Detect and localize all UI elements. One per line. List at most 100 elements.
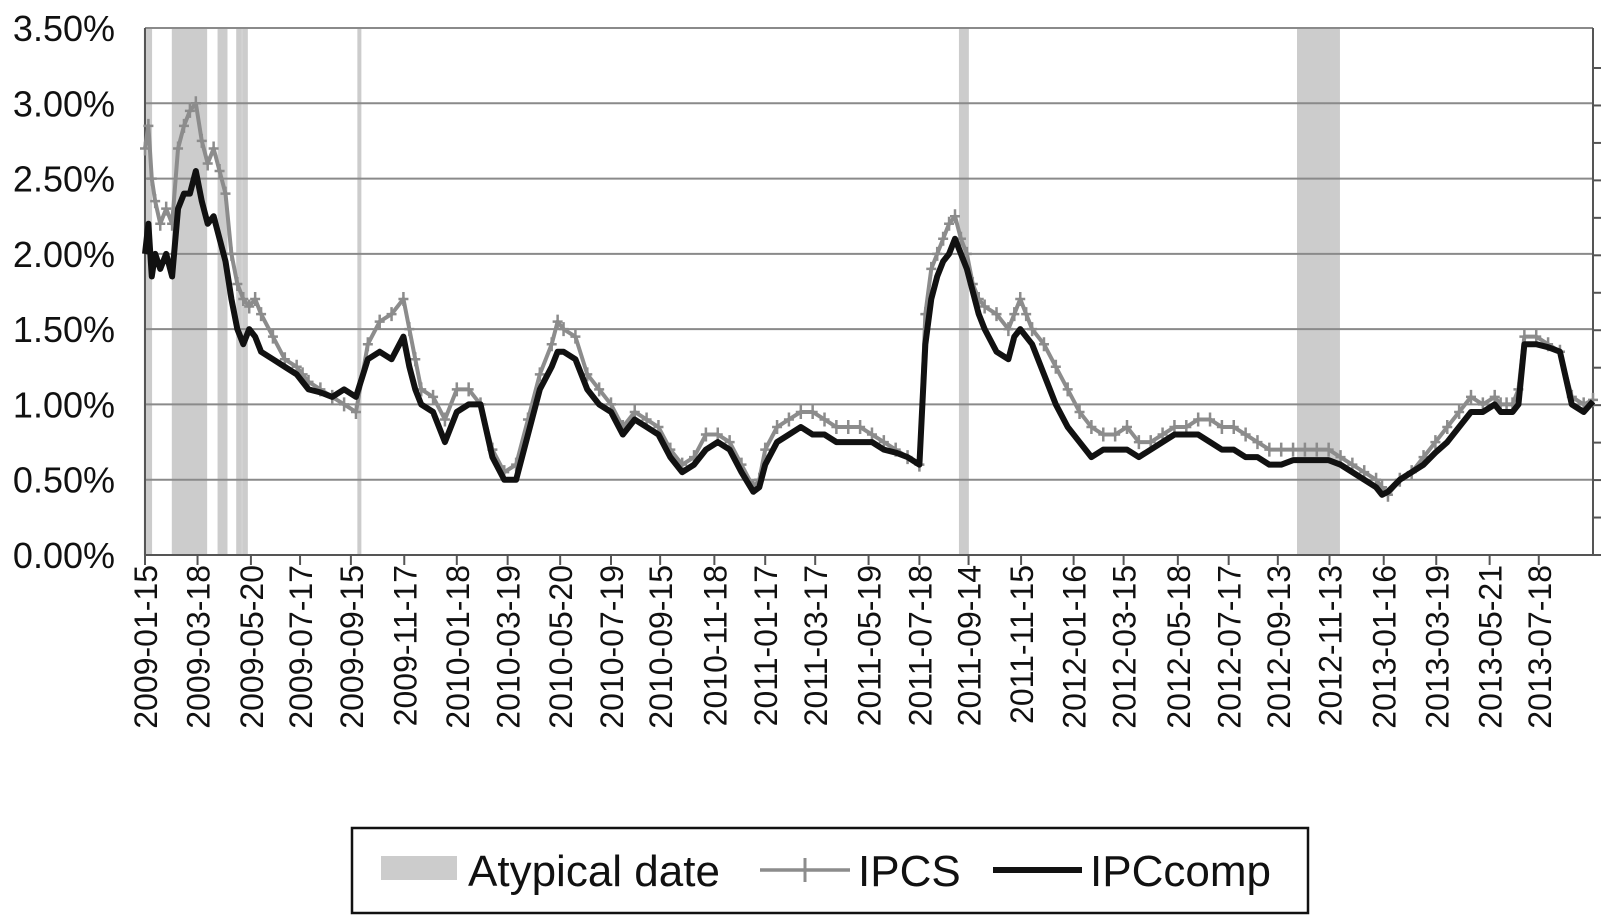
x-axis-tick-labels: 2009-01-15 2009-03-18 2009-05-20 2009-07-17… [128, 565, 1558, 729]
series-point-ipcs [1454, 404, 1465, 419]
series-point-ipcs [374, 314, 385, 329]
x-tick-label: 2013-03-19 [1419, 565, 1455, 729]
y-tick-label: 3.00% [13, 83, 115, 124]
series-point-ipcs [155, 216, 166, 231]
series-point-ipcs [256, 307, 267, 322]
x-tick-label: 2010-05-20 [543, 565, 579, 729]
x-tick-label: 2012-09-13 [1261, 565, 1297, 729]
series-line-ipccomp [142, 168, 1596, 498]
series-point-ipcs [1003, 322, 1014, 337]
series-point-ipcs [439, 412, 450, 427]
legend-label-ipccomp: IPCcomp [1090, 847, 1271, 896]
series-point-ipcs [1264, 442, 1275, 457]
atypical-date-band [223, 28, 228, 555]
y-tick-label: 2.50% [13, 159, 115, 200]
series-point-ipcs [1228, 420, 1239, 435]
series-point-ipcs [1050, 359, 1061, 374]
series-point-ipcs [1110, 427, 1121, 442]
series-point-ipcs [196, 133, 207, 148]
series-point-ipcs [760, 442, 771, 457]
y-tick-label: 2.00% [13, 234, 115, 275]
series-point-ipcs [362, 337, 373, 352]
atypical-date-band [191, 28, 196, 555]
series-point-ipcs [807, 404, 818, 419]
atypical-date-band [173, 28, 178, 555]
x-tick-label: 2010-07-19 [594, 565, 630, 729]
series-point-ipcs [831, 420, 842, 435]
series-point-ipcs [1311, 442, 1322, 457]
axes [144, 28, 1601, 565]
series-point-ipcs [184, 103, 195, 118]
series-point-ipcs [1015, 292, 1026, 307]
series-point-ipcs [1430, 435, 1441, 450]
series-point-ipcs [339, 397, 350, 412]
series-point-ipcs [534, 367, 545, 382]
x-tick-label: 2010-03-19 [491, 565, 527, 729]
series-point-ipcs [140, 141, 150, 156]
series-point-ipcs [428, 389, 439, 404]
x-tick-label: 2011-01-17 [748, 565, 784, 726]
series-point-ipcs [250, 292, 261, 307]
atypical-date-band [1312, 28, 1317, 555]
series-point-ipcs [350, 404, 361, 419]
y-axis-tick-labels: 0.00% 0.50% 1.00% 1.50% 2.00% 2.50% 3.00% 3.50% [13, 8, 115, 576]
series-point-ipcs [1205, 412, 1216, 427]
series [140, 96, 1598, 502]
series-point-ipcs [1133, 435, 1144, 450]
atypical-date-band [185, 28, 190, 555]
series-point-ipcs [1216, 420, 1227, 435]
legend-label-ipcs: IPCS [858, 847, 961, 896]
atypical-date-bands [143, 28, 1340, 555]
x-tick-label: 2011-03-17 [798, 565, 834, 726]
x-tick-label: 2009-09-15 [334, 565, 370, 729]
atypical-date-band [962, 28, 967, 555]
series-point-ipcs [944, 216, 955, 231]
series-point-ipcs [463, 382, 474, 397]
series-point-ipcs [161, 201, 172, 216]
series-point-ipcs [932, 246, 943, 261]
x-tick-label: 2009-05-20 [234, 565, 270, 729]
atypical-date-band [220, 28, 225, 555]
series-point-ipcs [1098, 427, 1109, 442]
series-point-ipcs [451, 382, 462, 397]
series-point-ipcs [202, 156, 213, 171]
atypical-date-band [243, 28, 248, 555]
series-point-ipcs [386, 307, 397, 322]
x-tick-label: 2012-01-16 [1057, 565, 1093, 729]
series-point-ipcs [1288, 442, 1299, 457]
series-point-ipcs [594, 382, 605, 397]
series-point-ipcs [398, 292, 409, 307]
series-point-ipcs [700, 427, 711, 442]
series-point-ipcs [1122, 420, 1132, 435]
series-point-ipcs [926, 261, 937, 276]
series-point-ipcs [1240, 427, 1251, 442]
series-point-ipcs [226, 246, 237, 261]
series-point-ipcs [404, 322, 415, 337]
series-point-ipcs [552, 314, 563, 329]
y-tick-label: 1.00% [13, 384, 115, 425]
series-point-ipcs [979, 299, 990, 314]
x-tick-label: 2011-09-14 [952, 565, 988, 726]
x-tick-label: 2010-11-18 [697, 565, 733, 726]
series-point-ipcs [819, 412, 830, 427]
series-point-ipcs [570, 329, 581, 344]
series-point-ipcs [244, 299, 255, 314]
series-point-ipcs [1465, 389, 1476, 404]
series-point-ipcs [1276, 442, 1287, 457]
series-point-ipcs [1086, 420, 1097, 435]
x-tick-label: 2012-07-17 [1212, 565, 1248, 729]
atypical-date-band [1306, 28, 1311, 555]
series-point-ipcs [220, 186, 231, 201]
series-point-ipcs [1299, 442, 1310, 457]
atypical-date-band [1324, 28, 1329, 555]
x-tick-label: 2011-05-19 [852, 565, 888, 726]
x-tick-label: 2013-07-18 [1522, 565, 1558, 729]
y-tick-label: 1.50% [13, 309, 115, 350]
series-point-ipcs [1062, 382, 1073, 397]
series-point-ipcs [938, 231, 949, 246]
legend: Atypical date IPCS IPCcomp [350, 826, 1310, 915]
atypical-date-band [1300, 28, 1305, 555]
series-point-ipcs [1009, 307, 1020, 322]
atypical-date-band [357, 28, 362, 555]
series-point-ipcs [795, 404, 806, 419]
